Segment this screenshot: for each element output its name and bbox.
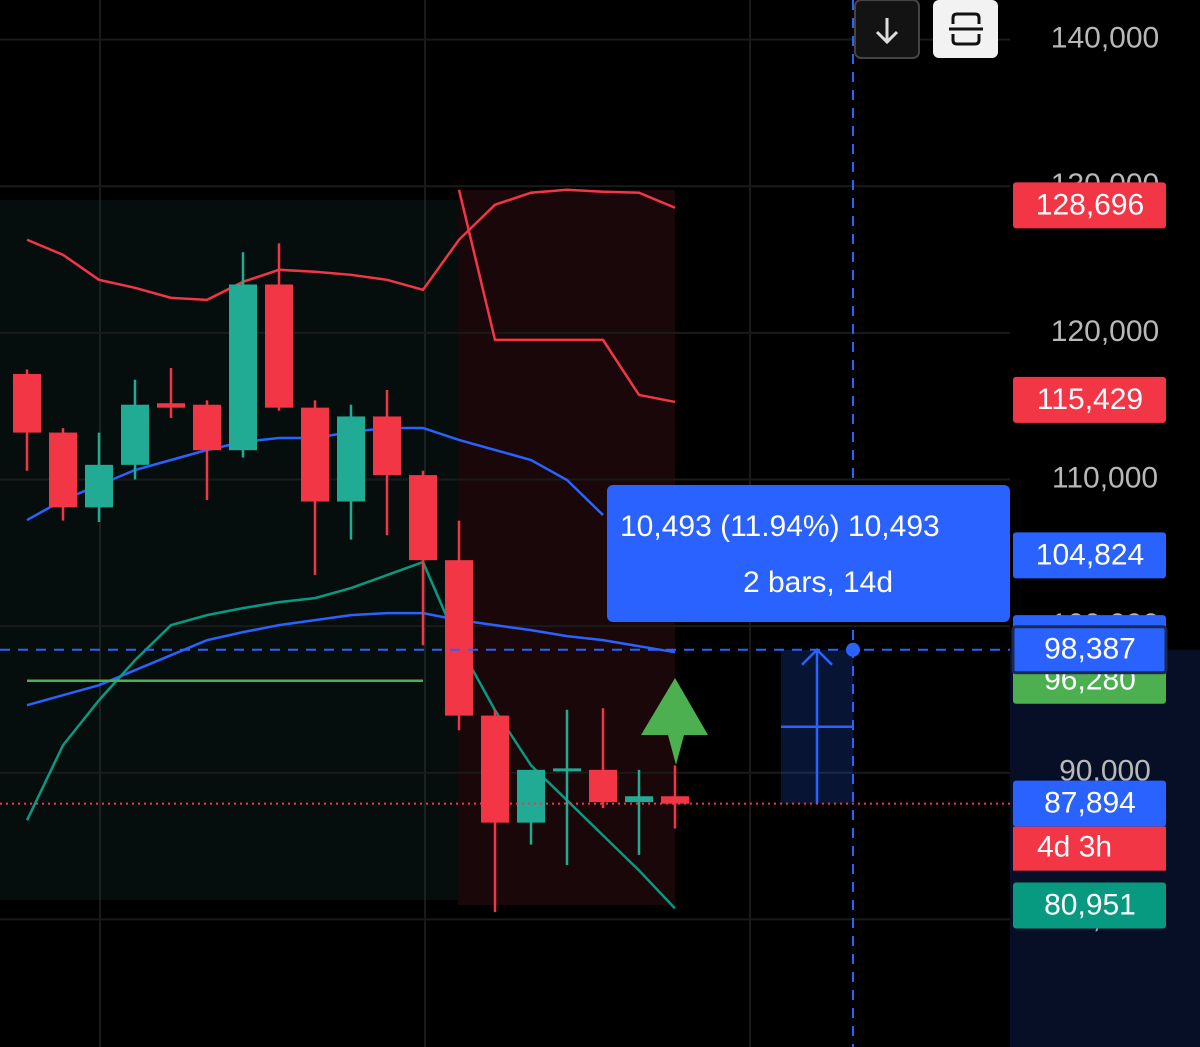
candle-body bbox=[49, 432, 77, 508]
candle-body bbox=[373, 416, 401, 476]
candle-body bbox=[265, 284, 293, 408]
candle-body bbox=[301, 407, 329, 502]
price-label-box bbox=[1013, 376, 1166, 423]
price-label: 115,429 bbox=[1037, 383, 1143, 416]
candle-body bbox=[661, 796, 689, 804]
candle-body bbox=[13, 373, 41, 433]
price-label-box bbox=[1013, 532, 1166, 579]
candle-body bbox=[589, 769, 617, 803]
y-tick-label: 120,000 bbox=[1051, 315, 1159, 348]
candle-body bbox=[517, 769, 545, 823]
measure-label: 10,493 (11.94%) 10,493 bbox=[620, 510, 940, 543]
y-tick-label: 140,000 bbox=[1051, 22, 1159, 55]
screenshot-icon bbox=[949, 12, 983, 46]
candle-body bbox=[337, 416, 365, 502]
indicator-line bbox=[26, 188, 676, 302]
price-label: 80,951 bbox=[1044, 888, 1136, 921]
candle-body bbox=[625, 796, 653, 803]
price-label-box bbox=[1013, 182, 1166, 229]
measure-sublabel: 2 bars, 14d bbox=[743, 566, 893, 599]
up-arrow bbox=[641, 678, 708, 765]
candle-body bbox=[445, 560, 473, 716]
candle-body bbox=[229, 284, 257, 451]
indicator-line bbox=[457, 189, 676, 404]
measure-callout bbox=[607, 485, 1010, 622]
crosshair-dot bbox=[846, 642, 860, 657]
candle-body bbox=[193, 404, 221, 451]
measure-callout-text: 10,493 (11.94%) 10,493 2 bars, 14d bbox=[620, 510, 940, 599]
price-label: 128,696 bbox=[1036, 188, 1144, 221]
price-label: 104,824 bbox=[1036, 538, 1144, 571]
countdown: 4d 3h bbox=[1037, 831, 1112, 864]
y-tick-label: 110,000 bbox=[1052, 461, 1158, 494]
price-axis: 140,000130,000120,000110,000100,00090,00… bbox=[1011, 22, 1168, 934]
countdown-box bbox=[1013, 826, 1166, 871]
candle-body bbox=[553, 768, 581, 772]
price-label: 87,894 bbox=[1044, 787, 1136, 820]
candle-body bbox=[481, 715, 509, 823]
candle-body bbox=[409, 475, 437, 561]
price-label-box bbox=[1013, 882, 1166, 929]
price-label-box bbox=[1011, 625, 1168, 675]
candle-body bbox=[121, 404, 149, 465]
down-icon bbox=[875, 18, 899, 45]
indicator-line bbox=[26, 611, 676, 707]
price-label-box bbox=[1013, 780, 1166, 827]
candle-body bbox=[85, 464, 113, 508]
candle-body bbox=[157, 403, 185, 408]
candles bbox=[13, 243, 689, 913]
price-label: 98,387 bbox=[1044, 633, 1136, 666]
